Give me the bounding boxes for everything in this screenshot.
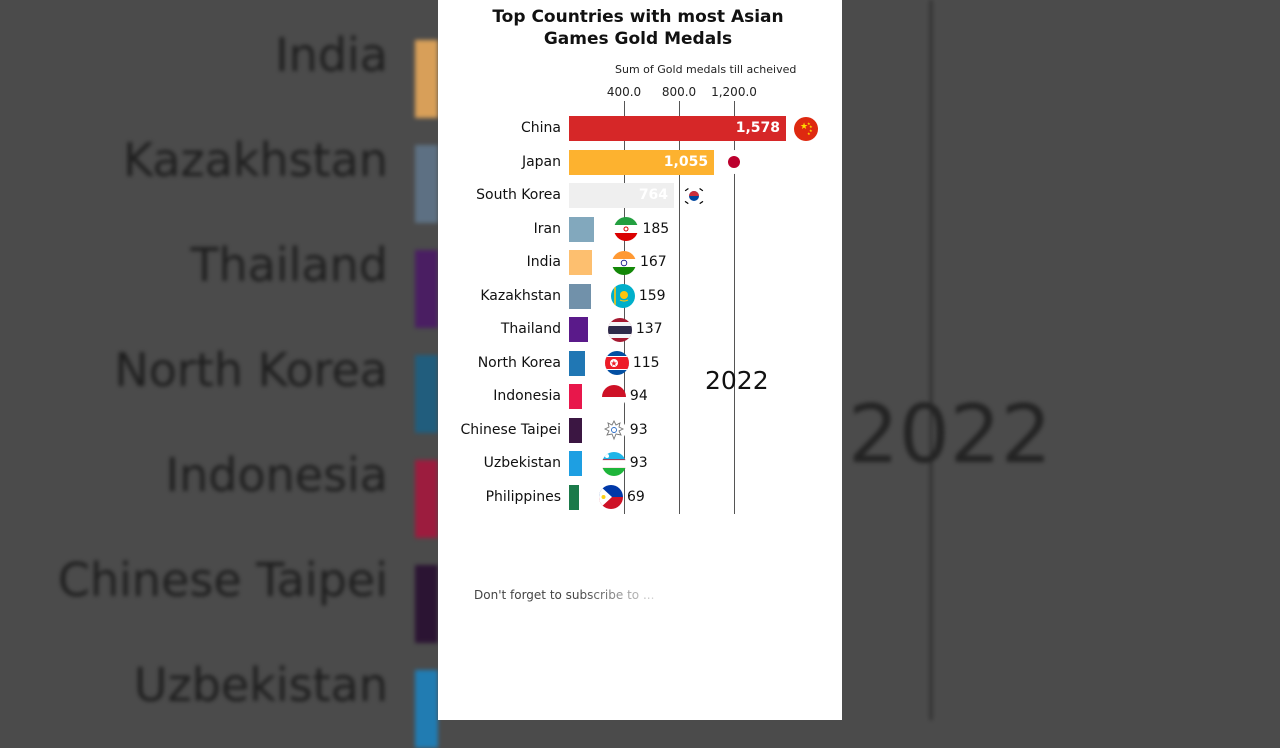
x-tick-label: 400.0 <box>606 85 642 99</box>
value-label: 185 <box>642 220 670 237</box>
value-label: 137 <box>635 321 663 337</box>
kazakhstan-flag-icon <box>610 284 635 308</box>
bar <box>569 183 675 208</box>
category-label: Indonesia <box>493 388 561 404</box>
value-label: 94 <box>629 388 648 404</box>
bar <box>569 417 582 443</box>
indonesia-flag-icon <box>601 384 626 409</box>
category-label: North Korea <box>477 354 561 371</box>
japan-flag-icon <box>722 150 747 174</box>
x-tick-label: 800.0 <box>661 85 697 99</box>
background-label: Chinese Taipei <box>57 553 388 607</box>
value-label: 93 <box>629 421 648 438</box>
background-label: Indonesia <box>165 448 388 502</box>
thailand-flag-icon <box>607 317 632 342</box>
svg-text:★: ★ <box>809 124 813 129</box>
background-label: Thailand <box>190 238 388 292</box>
value-label: 159 <box>638 287 666 304</box>
bar <box>569 317 588 342</box>
bar <box>569 384 582 409</box>
blurred-background: 2022 India Kazakhstan Thailand North Korea I… <box>57 0 1052 748</box>
background-label: Uzbekistan <box>133 658 388 712</box>
category-label: Uzbekistan <box>483 455 561 471</box>
value-label: 764 <box>638 187 669 203</box>
svg-text:★: ★ <box>809 128 813 133</box>
x-axis-label: Sum of Gold medals till acheived <box>615 63 797 76</box>
x-gridline <box>734 101 735 514</box>
category-label: Thailand <box>500 321 561 337</box>
svg-text:★: ★ <box>807 121 811 126</box>
bar <box>569 116 786 141</box>
value-label: 115 <box>632 354 660 371</box>
category-label: China <box>521 120 561 136</box>
chinese-taipei-flag-icon <box>601 418 626 442</box>
bar <box>569 350 585 376</box>
footer-fade <box>578 584 718 606</box>
category-label: South Korea <box>476 187 561 203</box>
bar <box>569 149 715 175</box>
background-year: 2022 <box>848 388 1052 481</box>
value-label: 1,578 <box>735 120 780 136</box>
india-flag-icon <box>611 250 636 275</box>
uzbekistan-flag-icon <box>601 451 626 476</box>
background-bar <box>415 145 438 223</box>
bar <box>569 216 595 242</box>
china-flag-icon: ★ ★ ★ ★ ★ <box>794 116 818 141</box>
value-label: 1,055 <box>663 153 709 170</box>
background-label: North Korea <box>114 343 388 397</box>
background-label: Kazakhstan <box>122 133 388 187</box>
svg-text:★: ★ <box>800 122 808 132</box>
bar-chart: 400.0 800.0 1,200.0 China 1,578 ★ ★ ★ ★ ★ Japan 1,0… <box>438 0 842 720</box>
background-gridline <box>930 0 932 720</box>
background-bar <box>415 460 438 538</box>
value-label: 93 <box>629 455 648 471</box>
background-label: India <box>275 28 388 82</box>
category-label: Philippines <box>485 488 561 505</box>
background-bar <box>415 670 438 748</box>
background-bar <box>415 355 438 433</box>
north-korea-flag-icon: ★ <box>604 351 629 375</box>
category-label: Japan <box>521 153 561 170</box>
x-tick-label: 1,200.0 <box>711 85 757 99</box>
bar <box>569 451 582 476</box>
value-label: 167 <box>639 254 667 270</box>
bar <box>569 250 592 275</box>
svg-text:★: ★ <box>807 131 811 136</box>
bar <box>569 484 579 510</box>
x-gridline <box>679 101 680 514</box>
category-label: India <box>526 254 561 270</box>
iran-flag-icon <box>614 217 639 241</box>
bar <box>569 283 591 309</box>
svg-text:★: ★ <box>610 359 617 368</box>
south-korea-flag-icon <box>682 183 707 208</box>
category-label: Iran <box>533 220 561 237</box>
chart-title: Top Countries with most Asian Games Gold… <box>492 7 784 49</box>
background-bar <box>415 250 438 328</box>
background-bar <box>415 565 438 643</box>
year-annotation: 2022 <box>705 366 769 395</box>
category-label: Kazakhstan <box>480 287 561 304</box>
philippines-flag-icon <box>599 485 623 509</box>
value-label: 69 <box>627 488 645 505</box>
background-bar <box>415 40 438 118</box>
category-label: Chinese Taipei <box>460 421 561 438</box>
chart-panel: Top Countries with most Asian Games Gold… <box>438 0 842 720</box>
